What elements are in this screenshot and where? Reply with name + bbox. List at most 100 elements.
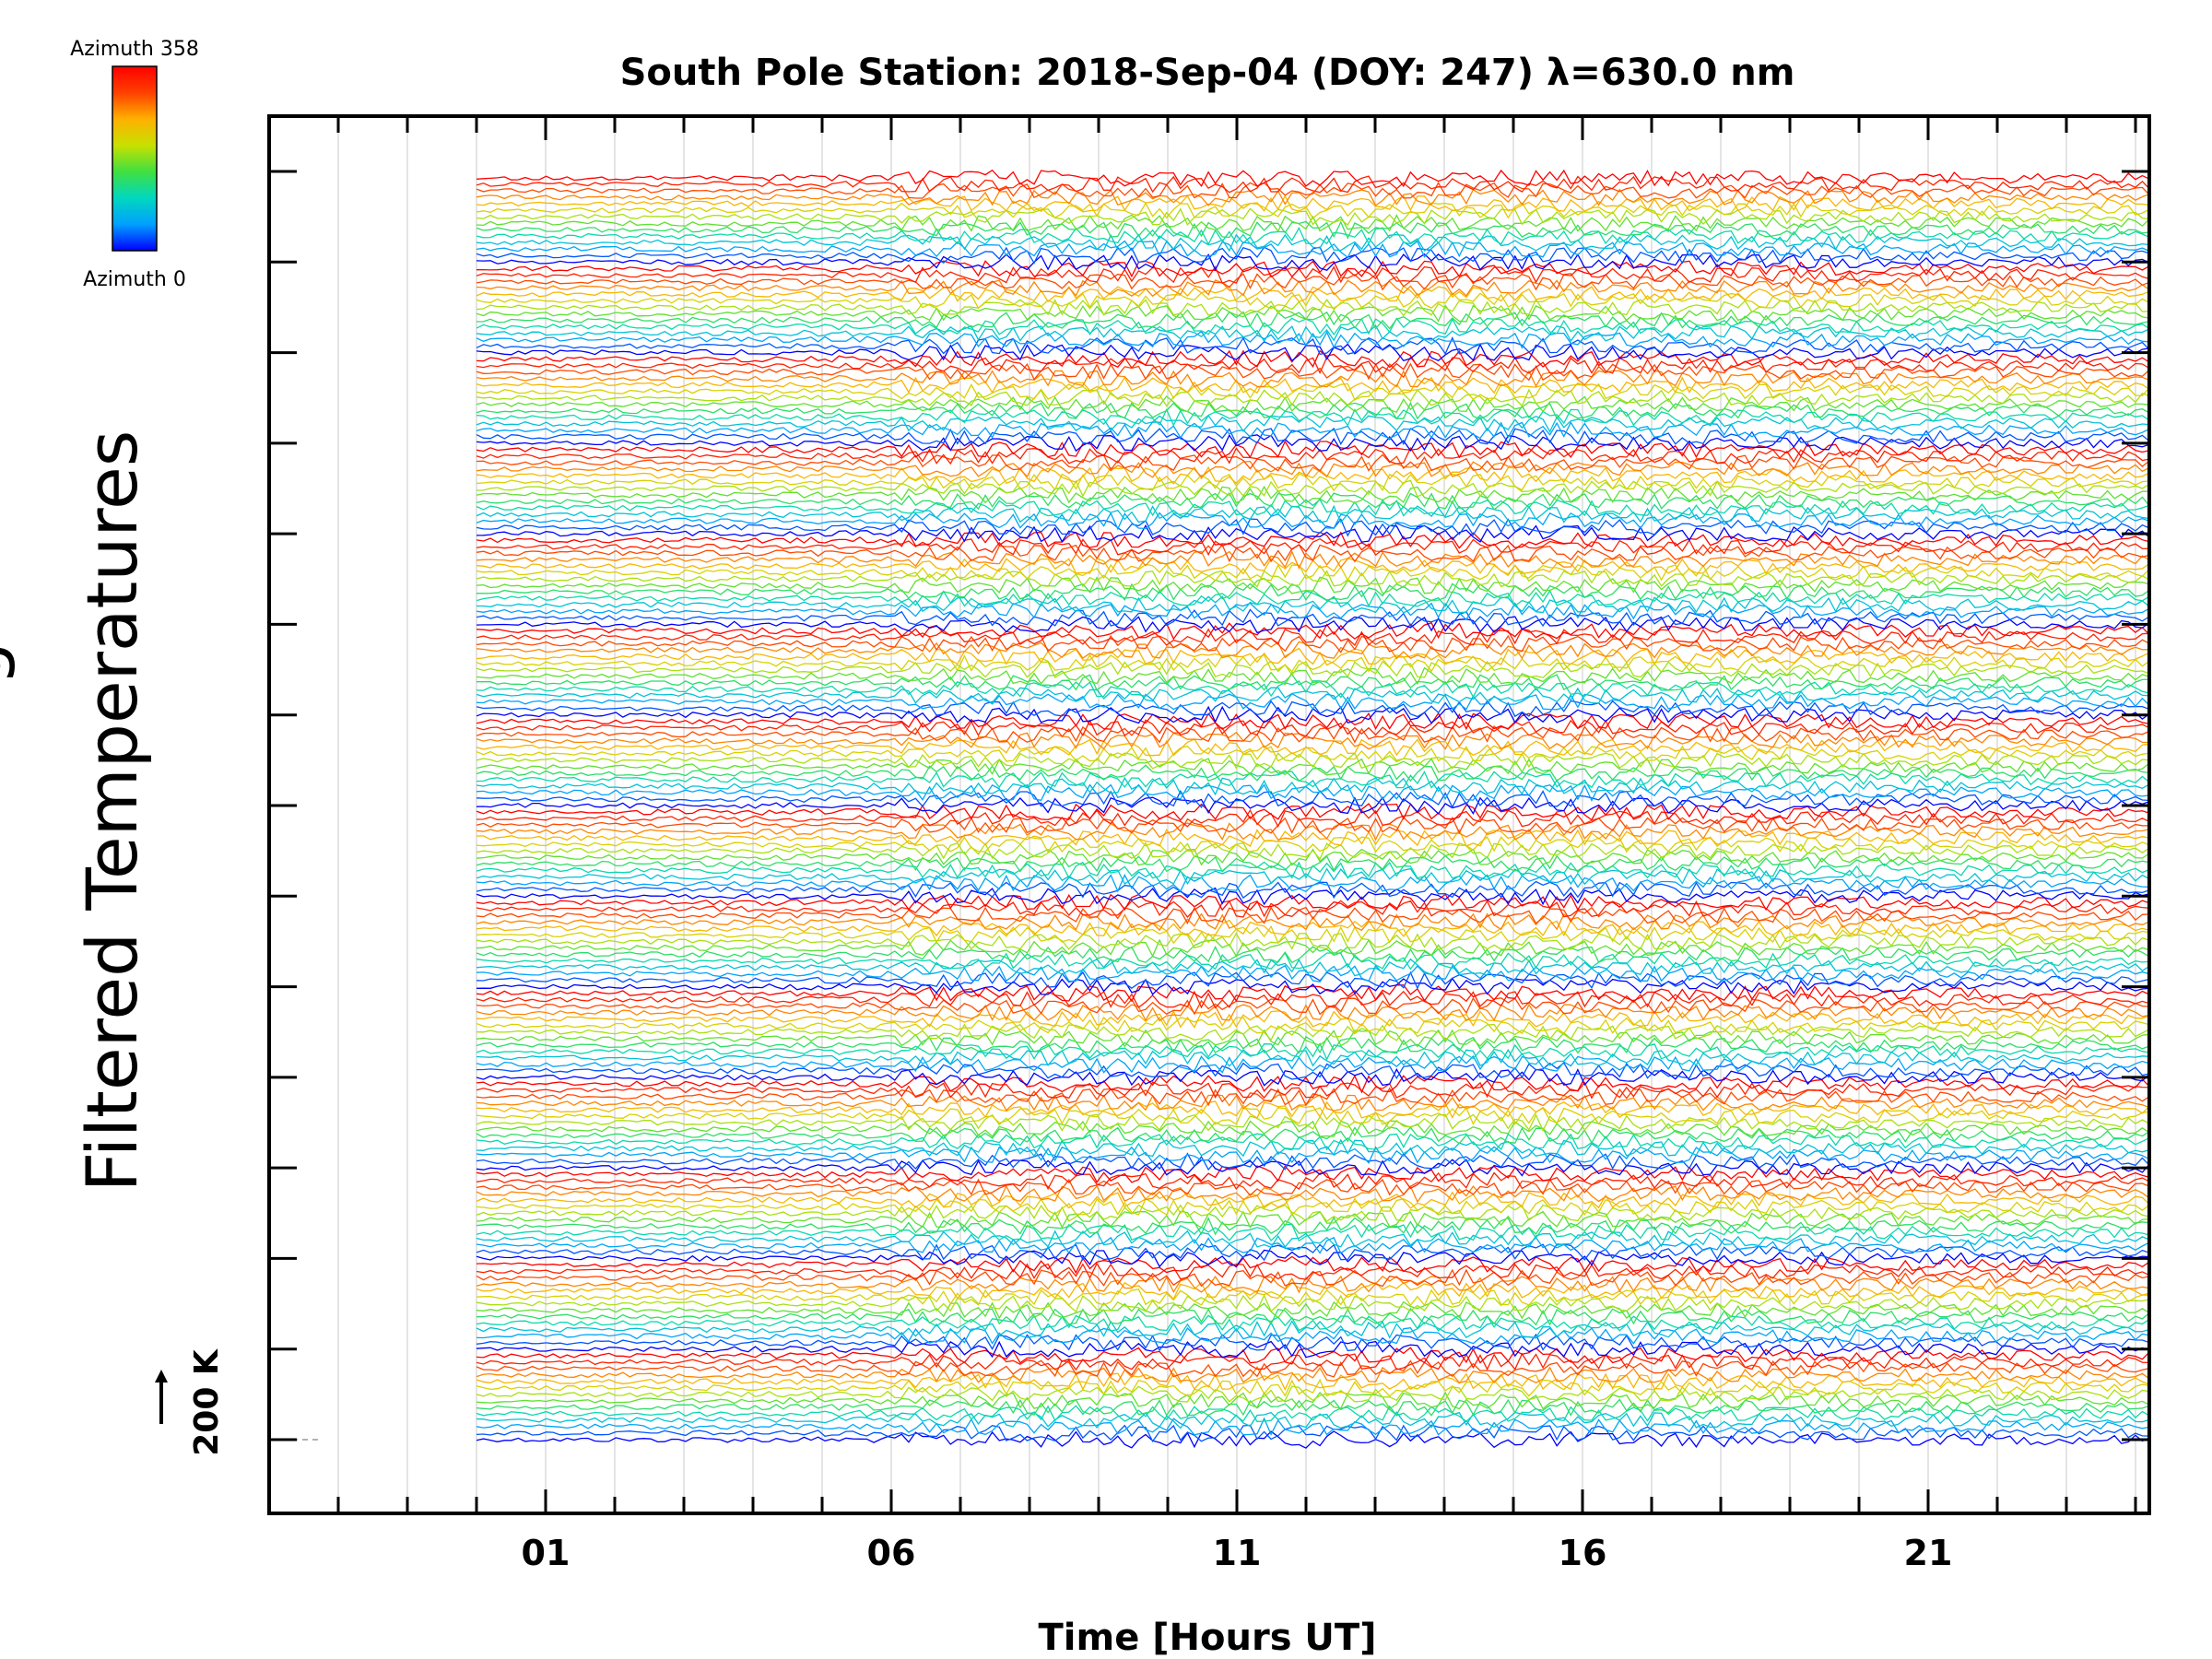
azimuth-trace <box>476 841 2150 861</box>
azimuth-trace <box>476 465 2150 485</box>
azimuth-trace <box>476 246 2150 265</box>
azimuth-trace <box>476 460 2150 478</box>
azimuth-trace <box>476 446 2150 465</box>
azimuth-trace <box>476 964 2150 983</box>
azimuth-trace <box>476 182 2150 199</box>
azimuth-trace <box>476 673 2150 691</box>
azimuth-trace <box>476 1275 2150 1294</box>
azimuth-trace <box>476 370 2150 388</box>
azimuth-trace <box>476 971 2150 990</box>
azimuth-trace <box>476 188 2150 206</box>
azimuth-trace <box>476 388 2150 407</box>
azimuth-trace <box>476 783 2150 802</box>
y-axis-label-partial: g <box>0 641 17 686</box>
azimuth-trace <box>476 285 2150 303</box>
azimuth-trace <box>476 861 2150 880</box>
azimuth-trace <box>476 1048 2150 1067</box>
azimuth-trace <box>476 873 2150 893</box>
scale-bar-label: 200 K <box>188 1348 226 1456</box>
azimuth-trace <box>476 692 2150 711</box>
azimuth-trace <box>476 758 2150 776</box>
azimuth-trace <box>476 906 2150 924</box>
azimuth-trace <box>476 498 2150 517</box>
azimuth-trace <box>476 828 2150 847</box>
azimuth-trace <box>476 1165 2150 1183</box>
azimuth-trace <box>476 1003 2150 1022</box>
azimuth-trace <box>476 745 2150 763</box>
azimuth-trace <box>476 1372 2150 1392</box>
azimuth-trace <box>476 453 2150 472</box>
azimuth-trace <box>476 951 2150 971</box>
azimuth-trace <box>476 1159 2150 1177</box>
azimuth-trace <box>476 789 2150 809</box>
azimuth-trace <box>476 1417 2150 1436</box>
azimuth-trace <box>476 1178 2150 1196</box>
azimuth-trace <box>476 1347 2150 1365</box>
azimuth-trace <box>476 485 2150 504</box>
azimuth-trace <box>476 1009 2150 1029</box>
azimuth-trace <box>476 169 2150 188</box>
azimuth-trace <box>476 265 2150 285</box>
azimuth-trace <box>476 771 2150 789</box>
azimuth-trace <box>476 1042 2150 1061</box>
azimuth-trace <box>476 958 2150 977</box>
azimuth-trace <box>476 349 2150 369</box>
azimuth-trace <box>476 1113 2150 1133</box>
azimuth-trace <box>476 938 2150 958</box>
x-tick-label: 21 <box>1904 1533 1953 1573</box>
azimuth-trace <box>476 233 2150 253</box>
azimuth-trace <box>476 1352 2150 1371</box>
azimuth-trace <box>476 1035 2150 1054</box>
azimuth-trace <box>476 1106 2150 1125</box>
azimuth-trace <box>476 335 2150 356</box>
azimuth-trace <box>476 653 2150 673</box>
x-tick-label: 06 <box>867 1533 916 1573</box>
azimuth-trace <box>476 473 2150 492</box>
azimuth-trace <box>476 1236 2150 1254</box>
azimuth-trace <box>476 226 2150 246</box>
azimuth-trace <box>476 1385 2150 1404</box>
azimuth-trace <box>476 808 2150 829</box>
azimuth-trace <box>476 504 2150 524</box>
azimuth-trace <box>476 1120 2150 1138</box>
azimuth-trace <box>476 220 2150 240</box>
azimuth-trace <box>476 1333 2150 1352</box>
azimuth-trace <box>476 1171 2150 1191</box>
x-tick-labels: 01 06 11 16 21 <box>522 1533 1953 1573</box>
azimuth-trace <box>476 1320 2150 1339</box>
azimuth-trace <box>476 724 2150 744</box>
azimuth-trace <box>476 512 2150 531</box>
azimuth-trace <box>476 912 2150 932</box>
azimuth-trace <box>476 1262 2150 1280</box>
azimuth-trace <box>476 738 2150 757</box>
azimuth-trace <box>476 563 2150 582</box>
azimuth-trace <box>476 602 2150 621</box>
azimuth-trace <box>476 621 2150 641</box>
azimuth-trace <box>476 1230 2150 1248</box>
azimuth-trace <box>476 608 2150 628</box>
azimuth-trace <box>476 1300 2150 1320</box>
azimuth-trace <box>476 518 2150 537</box>
x-tick-label: 11 <box>1213 1533 1262 1573</box>
azimuth-trace <box>476 1126 2150 1145</box>
azimuth-trace <box>476 421 2150 440</box>
x-axis-label: Time [Hours UT] <box>1039 1617 1377 1659</box>
azimuth-trace <box>476 1029 2150 1048</box>
scale-bar-arrow-icon <box>155 1370 168 1382</box>
azimuth-trace <box>476 816 2150 834</box>
azimuth-trace <box>476 1249 2150 1268</box>
azimuth-trace <box>476 1094 2150 1112</box>
azimuth-trace <box>476 1268 2150 1288</box>
azimuth-trace <box>476 1210 2150 1230</box>
azimuth-trace <box>476 1067 2150 1087</box>
azimuth-trace <box>476 848 2150 867</box>
azimuth-trace <box>476 700 2150 718</box>
azimuth-trace <box>476 1216 2150 1236</box>
azimuth-trace <box>476 1243 2150 1262</box>
azimuth-trace <box>476 531 2150 549</box>
azimuth-trace <box>476 260 2150 278</box>
azimuth-trace <box>476 615 2150 634</box>
trace-set <box>476 169 2150 1449</box>
azimuth-trace <box>476 919 2150 937</box>
